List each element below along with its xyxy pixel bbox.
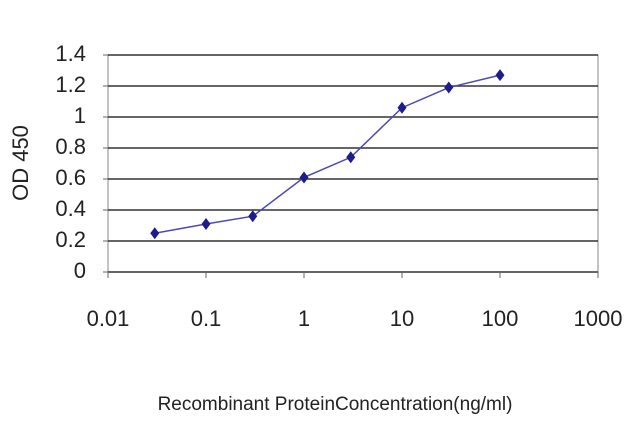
y-tick-label: 0.2 xyxy=(55,227,86,252)
x-axis-title: Recombinant ProteinConcentration(ng/ml) xyxy=(158,394,513,415)
x-tick-label: 1000 xyxy=(574,306,623,331)
data-point xyxy=(444,81,454,94)
data-point xyxy=(150,227,160,240)
data-point xyxy=(201,217,211,230)
plot-area xyxy=(107,54,599,273)
data-point xyxy=(248,210,258,223)
data-point xyxy=(397,101,407,114)
data-point xyxy=(495,69,505,82)
data-point xyxy=(346,151,356,164)
x-tick-label: 100 xyxy=(482,306,519,331)
y-tick-label: 0.6 xyxy=(55,165,86,190)
series-line xyxy=(154,74,501,234)
y-axis-title: OD 450 xyxy=(8,125,33,201)
y-tick-label: 1.2 xyxy=(55,72,86,97)
y-tick-label: 0 xyxy=(74,258,86,283)
x-tick-label: 10 xyxy=(390,306,414,331)
x-tick-label: 0.01 xyxy=(87,306,130,331)
data-point xyxy=(299,171,309,184)
x-tick-label: 0.1 xyxy=(191,306,222,331)
y-tick-label: 0.4 xyxy=(55,196,86,221)
y-tick-label: 1 xyxy=(74,103,86,128)
x-tick-label: 1 xyxy=(298,306,310,331)
y-tick-label: 0.8 xyxy=(55,134,86,159)
y-tick-label: 1.4 xyxy=(55,41,86,66)
